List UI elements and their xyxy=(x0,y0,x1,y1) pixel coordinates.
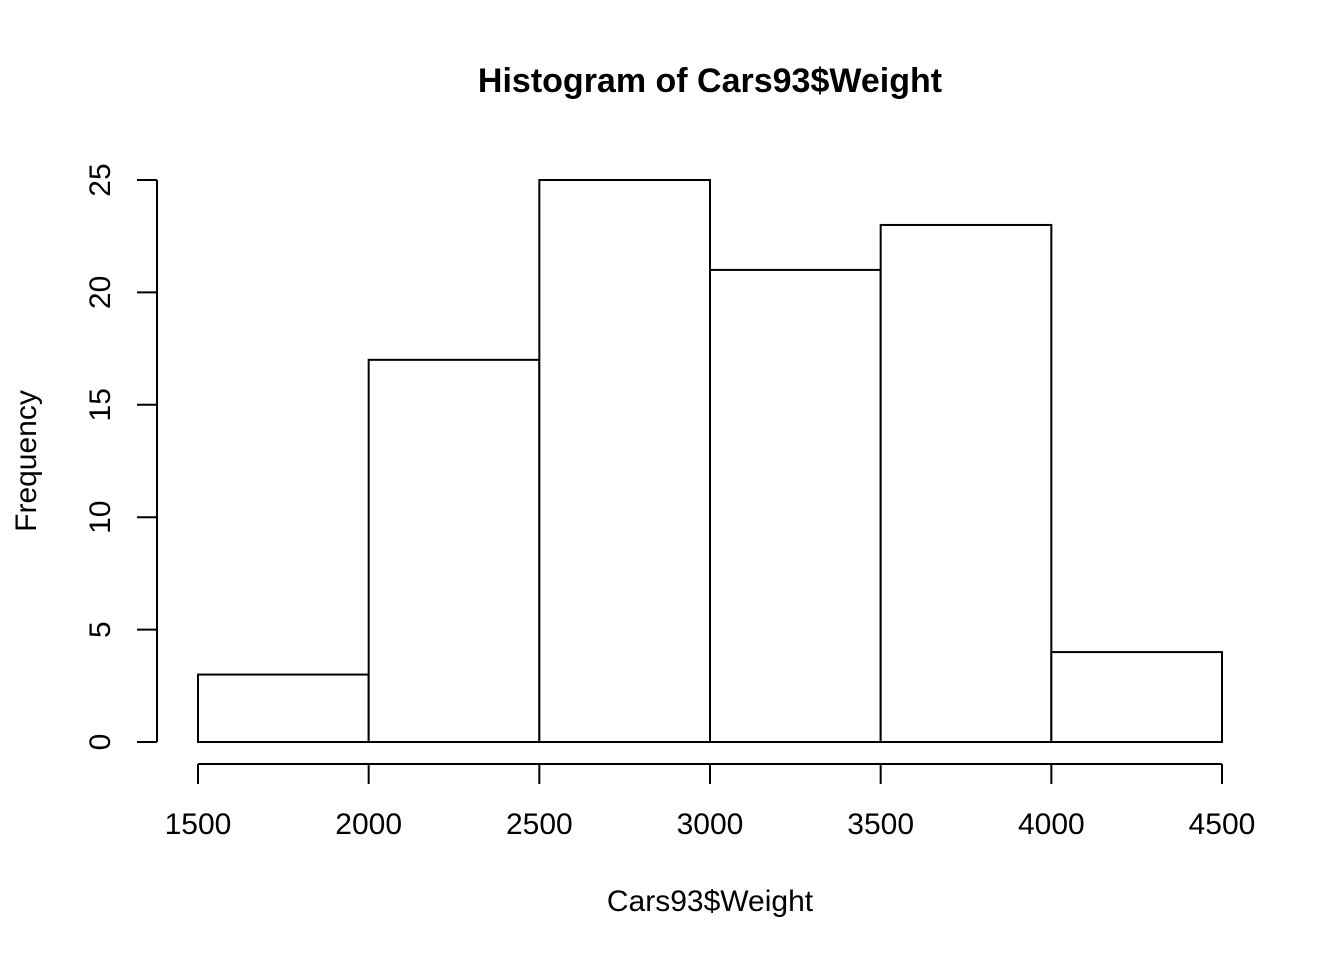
histogram-bar-4 xyxy=(709,268,882,743)
y-tick-label: 20 xyxy=(84,276,117,309)
histogram-bar-2 xyxy=(367,358,541,743)
x-axis-label: Cars93$Weight xyxy=(607,885,814,918)
x-tick-label: 3000 xyxy=(677,808,744,841)
y-tick-label: 25 xyxy=(84,163,117,196)
x-tick-label: 3500 xyxy=(847,808,914,841)
x-axis: 1500 2000 2500 3000 3500 4000 4500 xyxy=(165,763,1256,841)
x-tick-label: 1500 xyxy=(165,808,232,841)
y-tick-label: 15 xyxy=(84,388,117,421)
histogram-bar-6 xyxy=(1050,651,1224,744)
chart-title: Histogram of Cars93$Weight xyxy=(478,62,942,100)
histogram-bar-1 xyxy=(197,673,370,743)
y-tick-label: 0 xyxy=(84,734,117,751)
y-tick-label: 5 xyxy=(84,621,117,638)
y-tick-label: 10 xyxy=(84,501,117,534)
x-tick-label: 2000 xyxy=(335,808,402,841)
y-axis-label: Frequency xyxy=(10,390,43,532)
x-tick-label: 4500 xyxy=(1189,808,1256,841)
bars-group xyxy=(197,179,1224,744)
x-tick-label: 2500 xyxy=(506,808,573,841)
histogram-bar-5 xyxy=(879,223,1053,743)
x-tick-label: 4000 xyxy=(1018,808,1085,841)
histogram-bar-3 xyxy=(538,179,711,743)
y-axis: 0 5 10 15 20 25 xyxy=(84,163,158,751)
